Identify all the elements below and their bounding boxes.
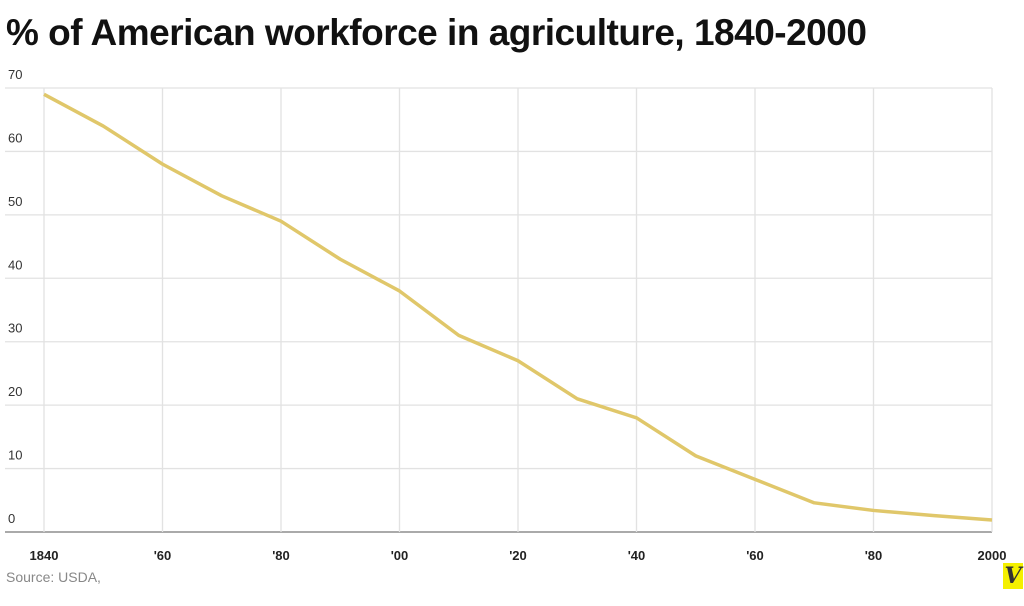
x-tick-label: '00 (391, 548, 409, 563)
y-tick-label: 70 (8, 67, 22, 82)
y-tick-label: 10 (8, 448, 22, 463)
y-tick-label: 40 (8, 257, 22, 272)
x-tick-label: '80 (272, 548, 290, 563)
y-tick-label: 60 (8, 130, 22, 145)
series-line (43, 92, 993, 522)
x-tick-label: '80 (865, 548, 883, 563)
x-tick-label: '60 (746, 548, 764, 563)
y-tick-label: 30 (8, 321, 22, 336)
x-tick-label: 1840 (30, 548, 59, 563)
y-tick-label: 20 (8, 384, 22, 399)
y-tick-label: 0 (8, 511, 15, 526)
x-tick-label: 2000 (978, 548, 1007, 563)
vox-logo: V (1003, 563, 1023, 589)
source-note: Source: USDA, (6, 569, 101, 585)
y-tick-label: 50 (8, 194, 22, 209)
x-tick-label: '40 (628, 548, 646, 563)
chart-title: % of American workforce in agriculture, … (6, 12, 867, 53)
x-tick-label: '20 (509, 548, 527, 563)
x-tick-label: '60 (154, 548, 172, 563)
